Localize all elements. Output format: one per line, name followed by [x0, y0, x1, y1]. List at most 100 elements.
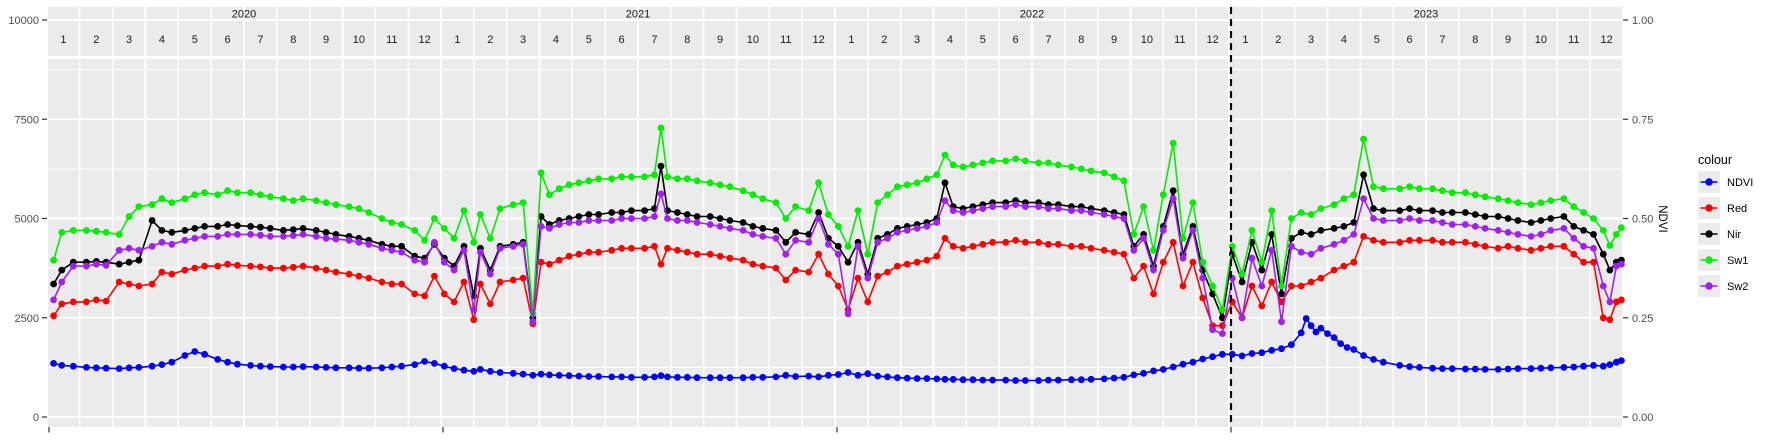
data-point: [1130, 246, 1138, 254]
data-point: [181, 266, 189, 274]
data-point: [191, 191, 199, 199]
facet-strip-month: 9: [1111, 34, 1117, 46]
data-point: [1268, 207, 1276, 215]
data-point: [1189, 199, 1197, 207]
data-point: [234, 261, 241, 269]
data-point: [69, 298, 77, 306]
data-point: [322, 229, 330, 236]
data-point: [1471, 223, 1479, 230]
y-axis-tick-label: 0: [33, 412, 39, 424]
data-point: [440, 258, 448, 266]
data-point: [421, 258, 428, 266]
data-point: [1537, 231, 1545, 238]
data-point: [575, 219, 583, 226]
data-point: [191, 348, 199, 355]
data-point: [585, 177, 593, 185]
data-point: [1317, 244, 1325, 252]
data-point: [1150, 367, 1157, 375]
data-point: [234, 189, 241, 197]
data-point: [477, 211, 484, 218]
data-point: [1514, 217, 1522, 224]
data-point: [247, 223, 255, 230]
data-point: [726, 225, 734, 232]
data-point: [477, 280, 484, 288]
data-point: [322, 234, 330, 242]
data-point: [1448, 221, 1456, 228]
legend-item-label: NDVI: [1727, 177, 1753, 189]
data-point: [1110, 374, 1118, 382]
data-point: [69, 362, 77, 370]
data-point: [289, 232, 297, 240]
data-point: [1504, 229, 1512, 236]
data-point: [1288, 242, 1295, 250]
data-point: [257, 231, 264, 239]
data-point: [825, 270, 832, 278]
data-point: [50, 280, 57, 288]
legend-item-Nir: Nir: [1698, 223, 1741, 245]
data-point: [388, 363, 396, 371]
data-point: [1590, 215, 1597, 222]
data-point: [102, 297, 110, 305]
facet-strip-month: 10: [1141, 34, 1153, 46]
data-point: [683, 373, 691, 381]
data-point: [1189, 258, 1197, 266]
data-point: [115, 231, 123, 238]
data-point: [1429, 217, 1436, 224]
data-point: [772, 373, 780, 381]
data-point: [1199, 294, 1207, 302]
data-point: [772, 234, 780, 242]
data-point: [1494, 213, 1502, 220]
data-point: [1580, 258, 1587, 266]
data-point: [181, 352, 189, 359]
data-point: [214, 233, 222, 240]
data-point: [1599, 314, 1607, 322]
data-point: [1110, 213, 1118, 220]
data-point: [470, 367, 478, 375]
data-point: [50, 360, 57, 367]
data-point: [345, 236, 353, 244]
data-point: [894, 183, 901, 191]
data-point: [1248, 227, 1256, 234]
data-point: [181, 195, 189, 203]
facet-strip-month: 8: [290, 34, 296, 46]
data-point: [595, 211, 602, 218]
legend-item-label: Sw1: [1727, 255, 1748, 267]
data-point: [1560, 364, 1568, 371]
data-point: [1471, 240, 1479, 248]
data-point: [1580, 362, 1587, 370]
data-point: [1590, 362, 1597, 369]
y-axis-tick-label: 2500: [15, 313, 39, 325]
data-point: [585, 211, 593, 218]
legend-key-point: [1705, 256, 1713, 264]
data-point: [115, 278, 123, 286]
data-point: [365, 364, 373, 372]
data-point: [1140, 369, 1147, 377]
data-point: [1179, 254, 1187, 262]
data-point: [1396, 362, 1404, 369]
data-point: [1278, 290, 1285, 298]
data-point: [1012, 377, 1019, 384]
data-point: [575, 250, 583, 258]
data-point: [608, 373, 616, 381]
data-point: [1258, 266, 1266, 274]
data-point: [1100, 211, 1108, 218]
data-point: [411, 361, 419, 368]
data-point: [1022, 203, 1029, 211]
data-point: [1340, 223, 1348, 230]
data-point: [168, 199, 176, 207]
data-point: [1360, 135, 1367, 143]
facet-panel-bg: [1065, 7, 1097, 427]
data-point: [289, 263, 297, 271]
data-point: [565, 219, 573, 226]
data-point: [834, 223, 842, 230]
data-point: [214, 356, 222, 363]
data-point: [1547, 364, 1555, 372]
data-point: [1324, 330, 1331, 337]
data-point: [201, 233, 209, 240]
facet-strip-month: 3: [1308, 34, 1314, 46]
facet-strip-month: 8: [684, 34, 690, 46]
data-point: [83, 227, 90, 234]
data-point: [1307, 211, 1315, 218]
data-point: [854, 207, 862, 215]
data-point: [1140, 203, 1147, 211]
